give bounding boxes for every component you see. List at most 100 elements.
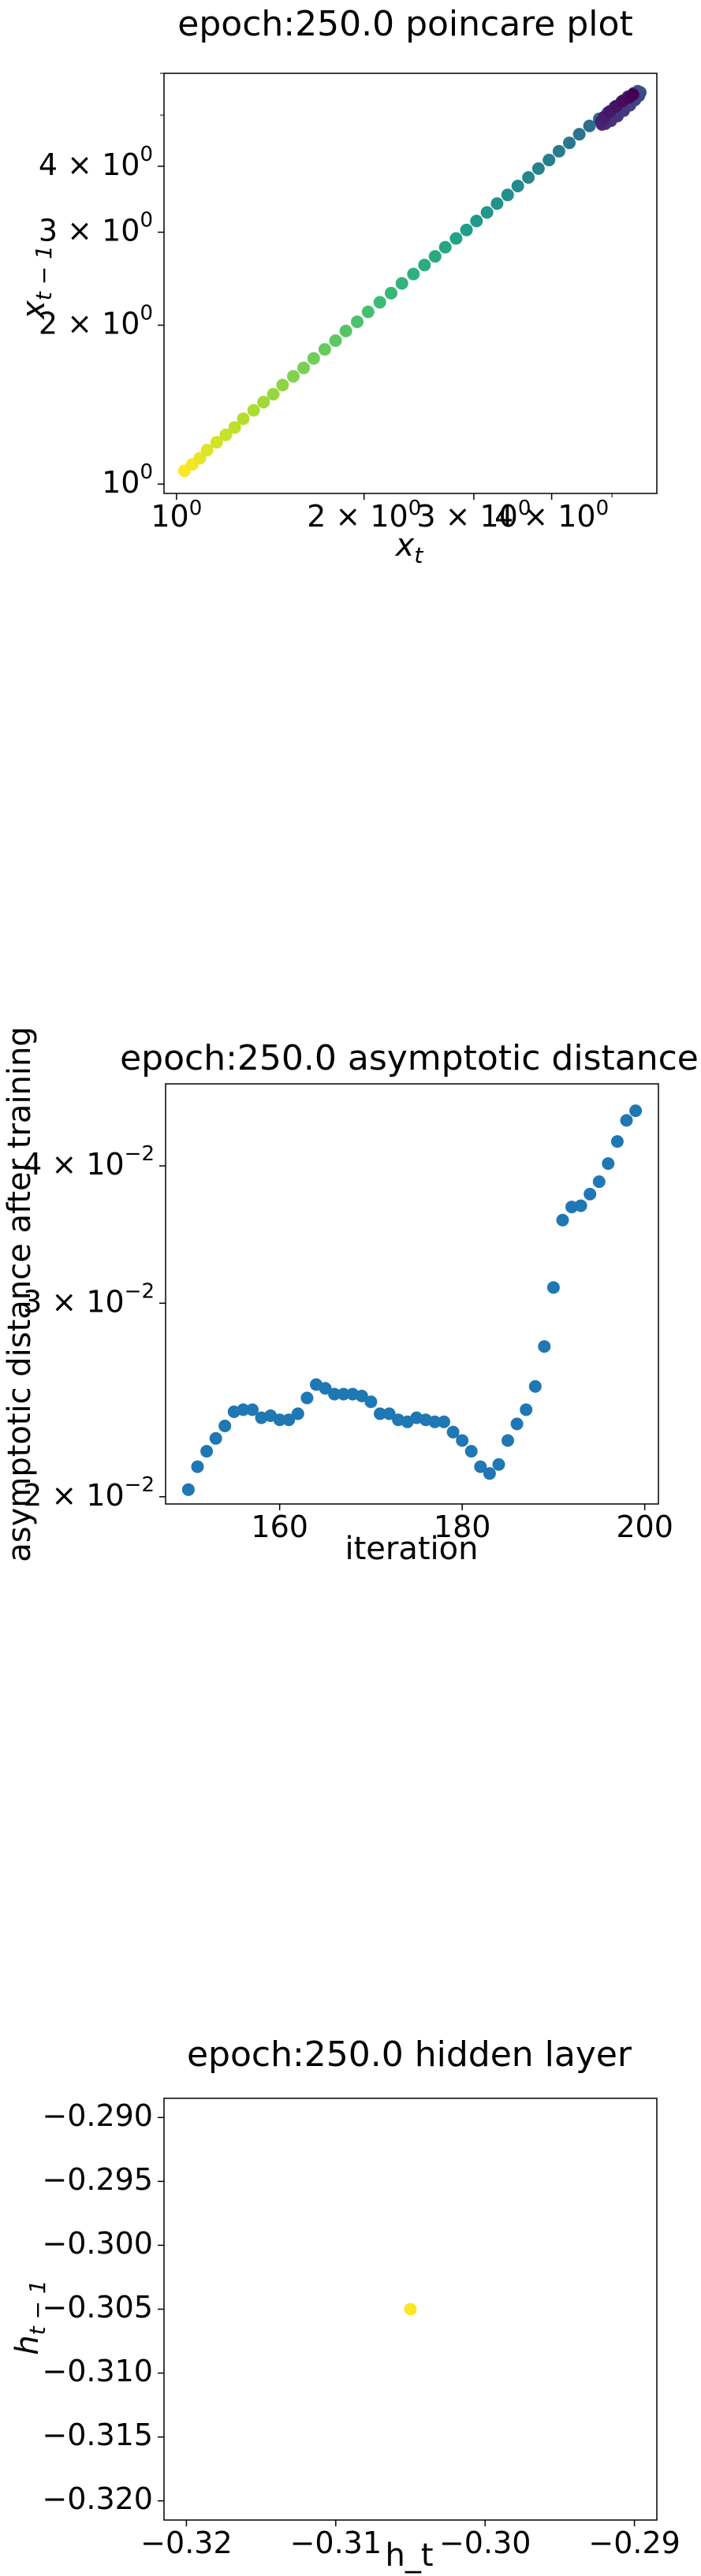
asymptotic-distance-title: epoch:250.0 asymptotic distance bbox=[120, 1038, 699, 1078]
asymptotic-distance-point bbox=[574, 1199, 587, 1212]
asymptotic-distance-point bbox=[246, 1403, 259, 1416]
asymptotic-distance-point bbox=[364, 1395, 378, 1409]
poincare-y-tick-label: 4 × 100 bbox=[39, 142, 153, 181]
poincare-point bbox=[193, 452, 207, 465]
hidden-layer-y-tick-label: −0.300 bbox=[42, 2226, 153, 2261]
asymptotic-distance-point bbox=[584, 1187, 597, 1201]
hidden-layer-y-ticks: −0.290 −0.295 −0.300 −0.305 −0.310 −0.315 −0.3… bbox=[42, 2098, 164, 2516]
hidden-layer-y-tick-label: −0.315 bbox=[42, 2418, 153, 2452]
poincare-point bbox=[626, 87, 639, 101]
asymptotic-distance-point bbox=[446, 1425, 460, 1439]
asymptotic-distance-y-tick-label: 2 × 10−2 bbox=[23, 1472, 155, 1512]
poincare-point bbox=[219, 428, 233, 441]
hidden-layer-y-tick-label: −0.295 bbox=[42, 2162, 153, 2197]
asymptotic-distance-point bbox=[510, 1417, 524, 1431]
asymptotic-distance-point bbox=[438, 1415, 450, 1428]
asymptotic-distance-point bbox=[200, 1445, 214, 1458]
asymptotic-distance-plot: epoch:250.0 asymptotic distance 160 180 20… bbox=[2, 1026, 699, 1567]
hidden-layer-plot: epoch:250.0 hidden layer −0.32 −0.31 −0.30… bbox=[9, 2034, 680, 2574]
poincare-point bbox=[531, 162, 545, 175]
poincare-point bbox=[210, 436, 223, 449]
asymptotic-distance-x-tick-label: 180 bbox=[434, 1509, 491, 1544]
poincare-point bbox=[200, 444, 214, 456]
poincare-point bbox=[418, 259, 431, 272]
asymptotic-distance-point bbox=[300, 1391, 314, 1405]
asymptotic-distance-y-ticks: 2 × 10−2 3 × 10−2 4 × 10−2 bbox=[23, 1142, 166, 1512]
asymptotic-distance-point bbox=[620, 1114, 633, 1127]
asymptotic-distance-point bbox=[181, 1483, 195, 1496]
asymptotic-distance-point bbox=[546, 1281, 560, 1294]
poincare-point bbox=[318, 343, 331, 356]
asymptotic-distance-x-tick-label: 160 bbox=[251, 1509, 308, 1544]
asymptotic-distance-point bbox=[191, 1460, 204, 1473]
hidden-layer-x-tick-label: −0.31 bbox=[290, 2526, 382, 2560]
poincare-point bbox=[257, 396, 270, 409]
asymptotic-distance-point bbox=[556, 1213, 569, 1227]
asymptotic-distance-y-tick-label: 4 × 10−2 bbox=[23, 1142, 155, 1182]
poincare-point bbox=[460, 223, 473, 236]
asymptotic-distance-point bbox=[282, 1413, 296, 1427]
asymptotic-distance-point bbox=[602, 1157, 615, 1171]
hidden-layer-y-tick-label: −0.320 bbox=[42, 2481, 153, 2516]
hidden-layer-y-tick-label: −0.310 bbox=[42, 2354, 153, 2388]
poincare-point bbox=[228, 421, 241, 434]
poincare-point bbox=[438, 240, 452, 254]
hidden-layer-y-tick-label: −0.290 bbox=[42, 2098, 153, 2133]
poincare-x-tick-label: 3 × 100 bbox=[416, 497, 531, 534]
asymptotic-distance-point bbox=[273, 1413, 286, 1427]
asymptotic-distance-y-tick-label: 3 × 10−2 bbox=[23, 1279, 155, 1319]
poincare-y-tick-label: 100 bbox=[102, 460, 153, 500]
asymptotic-distance-point bbox=[502, 1434, 514, 1447]
poincare-point bbox=[552, 144, 565, 158]
asymptotic-distance-y-axis-label: asymptotic distance after training bbox=[2, 1026, 38, 1562]
asymptotic-distance-point bbox=[610, 1135, 624, 1148]
poincare-point bbox=[267, 388, 280, 401]
asymptotic-distance-point bbox=[528, 1379, 542, 1393]
poincare-point bbox=[385, 286, 397, 300]
asymptotic-distance-point bbox=[209, 1431, 222, 1445]
asymptotic-distance-point bbox=[483, 1467, 496, 1480]
poincare-points bbox=[177, 84, 647, 478]
poincare-point bbox=[511, 180, 524, 192]
hidden-layer-x-tick-label: −0.29 bbox=[588, 2526, 680, 2560]
poincare-point bbox=[247, 404, 260, 417]
poincare-point bbox=[287, 370, 300, 383]
asymptotic-distance-point bbox=[592, 1175, 606, 1189]
poincare-point bbox=[480, 206, 494, 219]
poincare-x-axis-label: xt bbox=[394, 527, 424, 568]
asymptotic-distance-point bbox=[474, 1460, 487, 1473]
hidden-layer-x-tick-label: −0.32 bbox=[140, 2526, 232, 2560]
asymptotic-distance-point bbox=[291, 1407, 304, 1420]
poincare-x-tick-label: 2 × 100 bbox=[307, 497, 421, 534]
poincare-point bbox=[490, 197, 504, 210]
asymptotic-distance-point bbox=[629, 1104, 643, 1118]
hidden-layer-y-axis-label: ht − 1 bbox=[9, 2280, 50, 2355]
hidden-layer-title: epoch:250.0 hidden layer bbox=[187, 2034, 632, 2075]
asymptotic-distance-point bbox=[464, 1445, 478, 1458]
hidden-layer-x-tick-label: −0.30 bbox=[439, 2526, 531, 2560]
asymptotic-distance-point bbox=[492, 1457, 505, 1471]
poincare-x-tick-label: 100 bbox=[151, 497, 202, 534]
asymptotic-distance-point bbox=[428, 1415, 442, 1428]
asymptotic-distance-x-tick-label: 200 bbox=[616, 1509, 673, 1544]
poincare-point bbox=[276, 378, 289, 392]
asymptotic-distance-point bbox=[337, 1387, 350, 1401]
poincare-point bbox=[572, 128, 586, 141]
poincare-plot-title: epoch:250.0 poincare plot bbox=[177, 4, 632, 44]
poincare-point bbox=[307, 352, 320, 365]
poincare-plot-frame bbox=[163, 73, 658, 494]
poincare-point bbox=[449, 232, 463, 245]
poincare-point bbox=[297, 361, 311, 374]
poincare-point bbox=[501, 188, 514, 202]
asymptotic-distance-point bbox=[218, 1420, 232, 1432]
asymptotic-distance-point bbox=[355, 1390, 368, 1402]
asymptotic-distance-point bbox=[237, 1403, 250, 1416]
asymptotic-distance-points bbox=[181, 1104, 643, 1496]
asymptotic-distance-x-axis-label: iteration bbox=[345, 1531, 479, 1567]
poincare-point bbox=[329, 334, 342, 348]
poincare-y-ticks: 100 2 × 100 3 × 100 4 × 100 bbox=[39, 73, 164, 500]
asymptotic-distance-point bbox=[456, 1434, 469, 1447]
